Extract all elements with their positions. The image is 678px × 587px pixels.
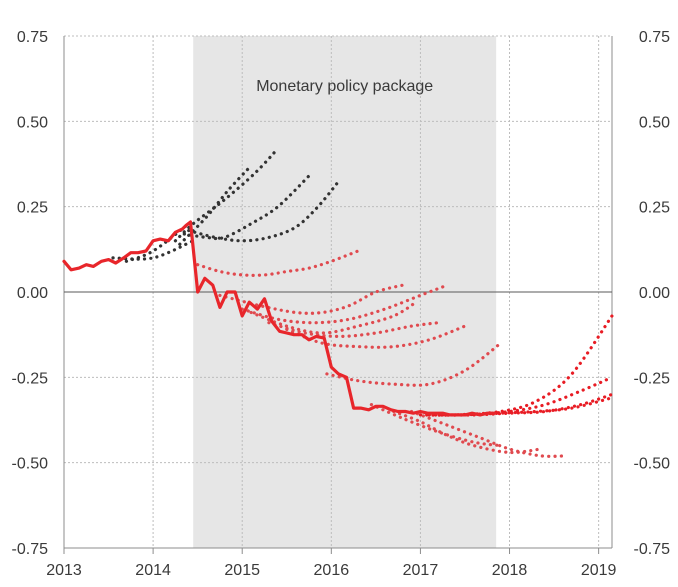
series-layer [62,147,614,458]
y-tick-label-right: -0.50 [634,456,671,473]
forward-curve-series [218,283,405,315]
x-tick-label: 2014 [135,562,171,579]
forward-curve-series [196,249,360,277]
forward-curve-series [111,239,195,261]
y-tick-label-left: 0.50 [17,114,48,131]
x-tick-label: 2017 [403,562,439,579]
forward-curve-series [187,177,342,243]
realized-rate-series [62,220,496,417]
x-tick-label: 2013 [46,562,82,579]
x-tick-label: 2016 [314,562,350,579]
forward-curve-series [173,147,280,243]
y-tick-label-left: 0.25 [17,200,48,217]
x-tick-label: 2019 [581,562,617,579]
forward-curve-series [182,174,311,241]
y-tick-label-left: -0.50 [12,456,49,473]
y-tick-label-right: -0.25 [634,370,671,387]
y-tick-label-left: -0.25 [12,370,49,387]
forward-curve-series [249,300,418,335]
forward-curve-series [369,403,503,448]
axis-layer [63,36,613,554]
y-tick-label-left: 0.00 [17,285,48,302]
forward-curve-series [240,283,449,325]
forward-curve-series [409,409,569,458]
forward-curve-series [178,164,253,246]
y-tick-label-left: -0.75 [12,541,49,558]
forward-curve-series [325,341,503,387]
y-tick-label-left: 0.75 [17,29,48,46]
x-tick-label: 2015 [224,562,260,579]
y-tick-label-right: 0.75 [639,29,670,46]
label-layer: Monetary policy package 0.75 0.75 0.50 0.50 0… [12,29,671,579]
y-tick-label-right: -0.75 [634,541,671,558]
forward-curve-series [392,409,543,455]
y-tick-label-right: 0.50 [639,114,670,131]
x-tick-label: 2018 [492,562,528,579]
y-tick-label-right: 0.00 [639,285,670,302]
y-tick-label-right: 0.25 [639,200,670,217]
policy-package-label: Monetary policy package [256,78,433,95]
